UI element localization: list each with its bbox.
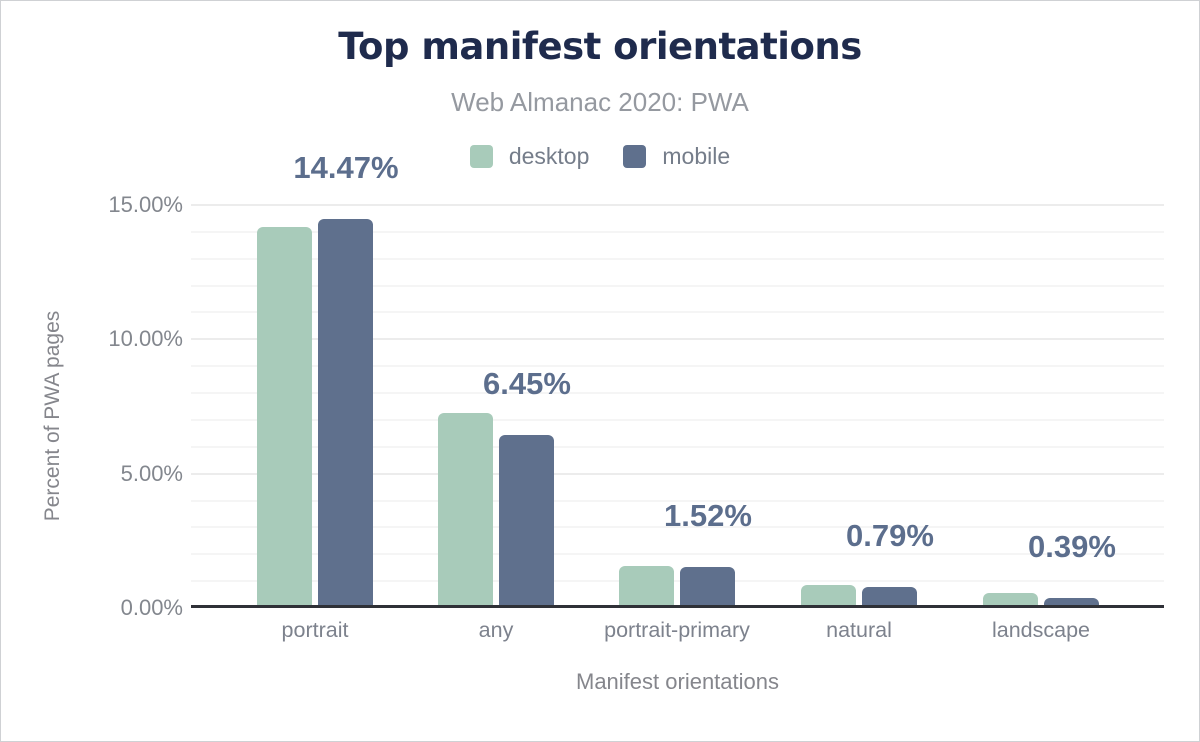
- x-axis-title: Manifest orientations: [576, 669, 779, 694]
- bar-value-label: 1.52%: [664, 498, 752, 533]
- gridline: [191, 392, 1164, 394]
- gridline: [191, 365, 1164, 367]
- bar-desktop-portrait: [257, 227, 312, 608]
- bar-desktop-natural: [801, 585, 856, 608]
- bar-value-label: 14.47%: [293, 150, 399, 185]
- x-tick-label: portrait-primary: [604, 618, 750, 642]
- bar-value-label: 0.39%: [1028, 529, 1116, 564]
- legend-swatch-mobile-icon: [623, 145, 647, 168]
- gridline: [191, 285, 1164, 287]
- y-tick-label: 15.00%: [108, 192, 183, 217]
- gridline: [191, 311, 1164, 313]
- gridline: [191, 446, 1164, 448]
- x-tick-label: portrait: [281, 618, 349, 642]
- legend-swatch-desktop-icon: [469, 145, 493, 168]
- gridline: [191, 338, 1164, 340]
- gridline: [191, 473, 1164, 475]
- bar-value-label: 0.79%: [846, 518, 934, 553]
- x-tick-label: any: [478, 618, 514, 642]
- chart-subtitle: Web Almanac 2020: PWA: [451, 87, 749, 117]
- gridline: [191, 419, 1164, 421]
- bar-desktop-any: [438, 413, 493, 608]
- gridline: [191, 204, 1164, 206]
- y-tick-label: 0.00%: [120, 595, 183, 620]
- gridline: [191, 500, 1164, 502]
- gridline: [191, 526, 1164, 528]
- bar-mobile-natural: [862, 587, 917, 608]
- legend-label-desktop: desktop: [508, 143, 590, 169]
- chart-title: Top manifest orientations: [338, 25, 862, 68]
- gridline: [191, 580, 1164, 582]
- gridline: [191, 553, 1164, 555]
- y-tick-label: 10.00%: [108, 326, 183, 351]
- x-tick-label: natural: [826, 618, 892, 642]
- legend-item-desktop: desktop: [469, 143, 590, 170]
- bar-mobile-portrait: [318, 219, 373, 608]
- legend-label-mobile: mobile: [662, 143, 731, 169]
- y-tick-label: 5.00%: [120, 461, 183, 486]
- legend-item-mobile: mobile: [623, 143, 730, 170]
- gridline: [191, 231, 1164, 233]
- bar-mobile-portrait-primary: [680, 567, 735, 608]
- gridline: [191, 258, 1164, 260]
- bar-value-label: 6.45%: [483, 366, 571, 401]
- y-axis-title: Percent of PWA pages: [41, 310, 64, 522]
- bar-desktop-portrait-primary: [619, 566, 674, 608]
- bar-mobile-landscape: [1044, 598, 1099, 608]
- x-tick-label: landscape: [991, 618, 1091, 642]
- x-axis-line: [191, 605, 1164, 608]
- bar-desktop-landscape: [983, 593, 1038, 608]
- bar-mobile-any: [499, 435, 554, 608]
- legend: desktop mobile: [1, 143, 1199, 170]
